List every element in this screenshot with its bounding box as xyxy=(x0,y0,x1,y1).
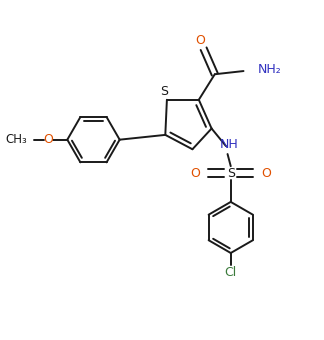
Text: O: O xyxy=(261,167,271,180)
Text: NH: NH xyxy=(220,138,238,151)
Text: S: S xyxy=(160,85,168,98)
Text: O: O xyxy=(43,133,53,146)
Text: O: O xyxy=(191,167,201,180)
Text: Cl: Cl xyxy=(225,266,237,279)
Text: O: O xyxy=(195,34,205,47)
Text: S: S xyxy=(227,167,235,180)
Text: NH₂: NH₂ xyxy=(258,63,282,76)
Text: CH₃: CH₃ xyxy=(6,133,28,146)
